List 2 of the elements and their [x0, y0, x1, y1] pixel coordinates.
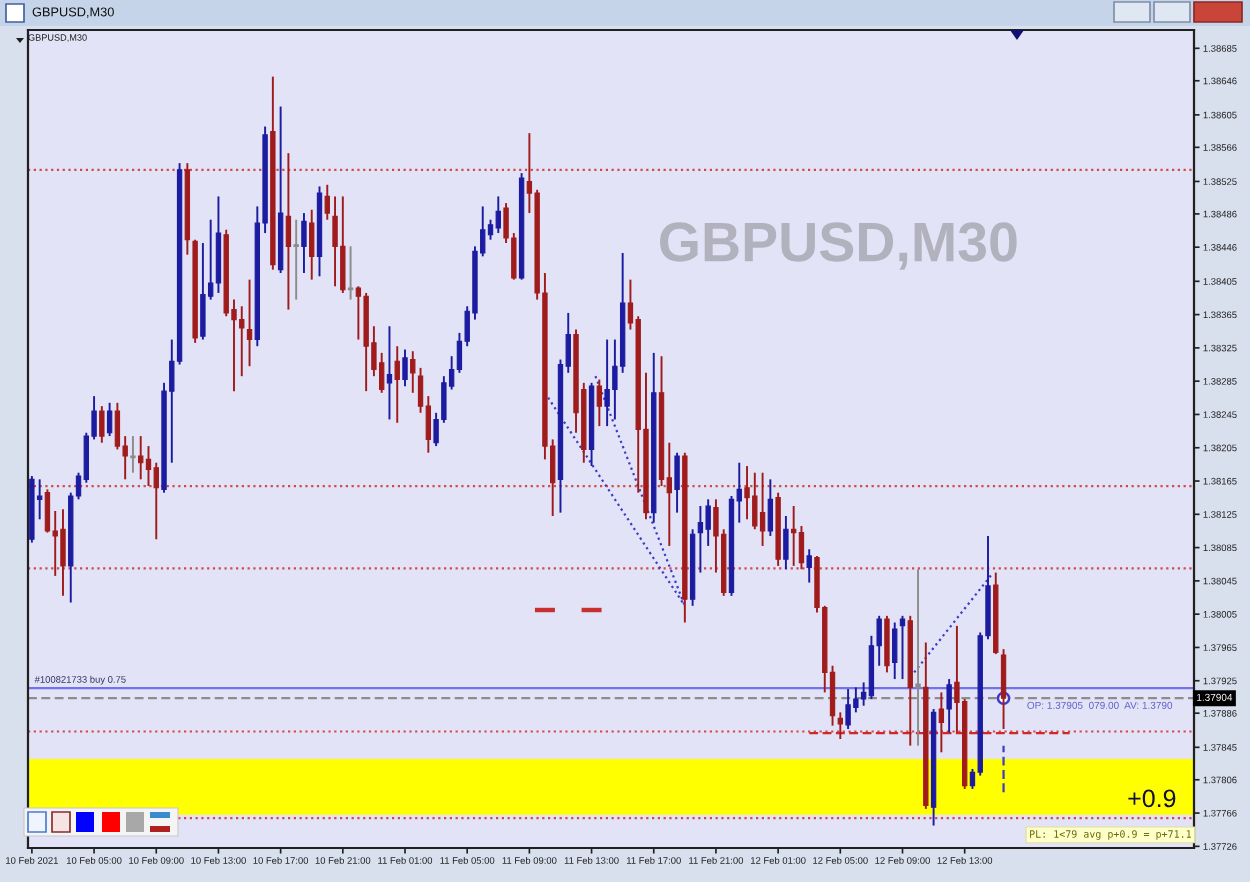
- annotation: GBPUSD,M30: [660, 222, 1017, 270]
- annotation: +0.9: [1128, 789, 1176, 808]
